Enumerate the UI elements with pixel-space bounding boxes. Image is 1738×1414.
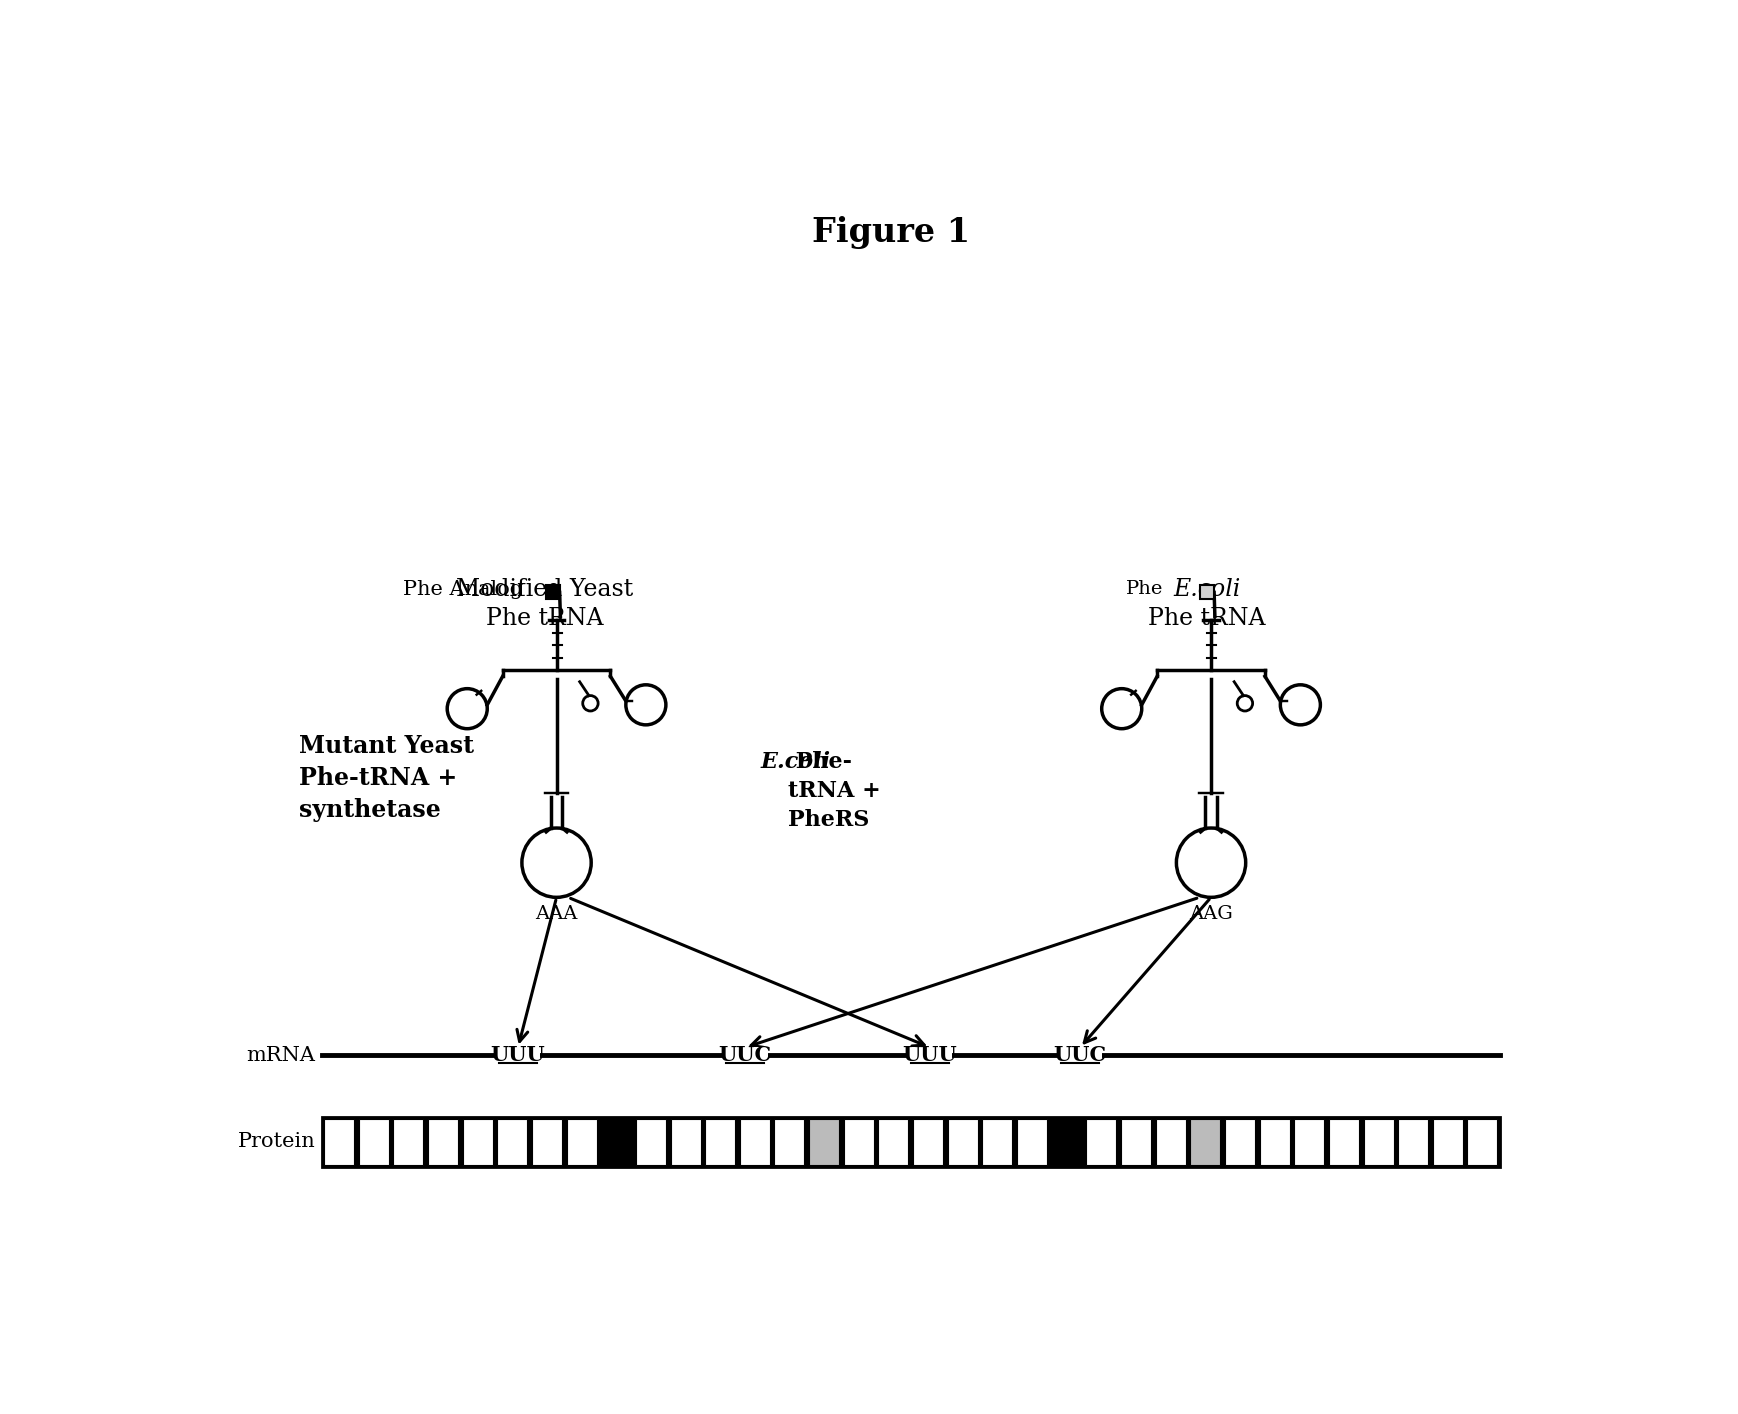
Bar: [1330, 1118, 1359, 1165]
Bar: [912, 1118, 944, 1165]
Bar: [1397, 1118, 1429, 1165]
Text: UUU: UUU: [490, 1045, 546, 1065]
Text: E.coli: E.coli: [761, 751, 831, 773]
Bar: [546, 585, 560, 600]
Text: Phe Analog: Phe Analog: [403, 580, 523, 600]
Text: Modified Yeast: Modified Yeast: [457, 578, 634, 601]
Bar: [947, 1118, 978, 1165]
Bar: [1051, 1118, 1081, 1165]
Bar: [358, 1118, 389, 1165]
Bar: [878, 1118, 909, 1165]
Text: AAA: AAA: [535, 905, 577, 923]
Text: Mutant Yeast
Phe-tRNA +
synthetase: Mutant Yeast Phe-tRNA + synthetase: [299, 734, 473, 822]
Bar: [497, 1118, 527, 1165]
Bar: [982, 1118, 1012, 1165]
Bar: [1086, 1118, 1116, 1165]
Bar: [1017, 1118, 1046, 1165]
Bar: [636, 1118, 666, 1165]
Bar: [601, 1118, 631, 1165]
Bar: [706, 1118, 735, 1165]
Bar: [393, 1118, 424, 1165]
Bar: [1364, 1118, 1394, 1165]
Bar: [1295, 1118, 1324, 1165]
Bar: [1467, 1118, 1498, 1165]
Bar: [671, 1118, 700, 1165]
Bar: [723, 1046, 768, 1063]
Text: Phe tRNA: Phe tRNA: [487, 607, 603, 631]
Bar: [1156, 1118, 1185, 1165]
Bar: [1121, 1118, 1151, 1165]
Text: mRNA: mRNA: [247, 1046, 316, 1065]
Text: Phe tRNA: Phe tRNA: [1149, 607, 1265, 631]
Text: Protein: Protein: [238, 1133, 316, 1151]
Text: E.coli: E.coli: [1173, 578, 1241, 601]
Bar: [775, 1118, 805, 1165]
Text: UUU: UUU: [902, 1045, 958, 1065]
Bar: [1225, 1118, 1255, 1165]
Bar: [323, 1118, 355, 1165]
Bar: [740, 1118, 770, 1165]
Bar: [907, 1046, 952, 1063]
Bar: [567, 1118, 596, 1165]
Text: Phe-
tRNA +
PheRS: Phe- tRNA + PheRS: [787, 751, 879, 830]
Bar: [1201, 585, 1215, 600]
Bar: [1260, 1118, 1290, 1165]
Bar: [1432, 1118, 1463, 1165]
Text: Phe: Phe: [1126, 580, 1164, 598]
Bar: [322, 1117, 1500, 1167]
Bar: [843, 1118, 874, 1165]
Bar: [495, 1046, 541, 1063]
Text: UUC: UUC: [718, 1045, 772, 1065]
Text: Figure 1: Figure 1: [812, 216, 970, 249]
Bar: [1058, 1046, 1102, 1063]
Bar: [462, 1118, 492, 1165]
Text: UUC: UUC: [1053, 1045, 1107, 1065]
Bar: [810, 1118, 839, 1165]
Bar: [428, 1118, 459, 1165]
Bar: [532, 1118, 561, 1165]
Text: AAG: AAG: [1189, 905, 1232, 923]
Bar: [1191, 1118, 1220, 1165]
